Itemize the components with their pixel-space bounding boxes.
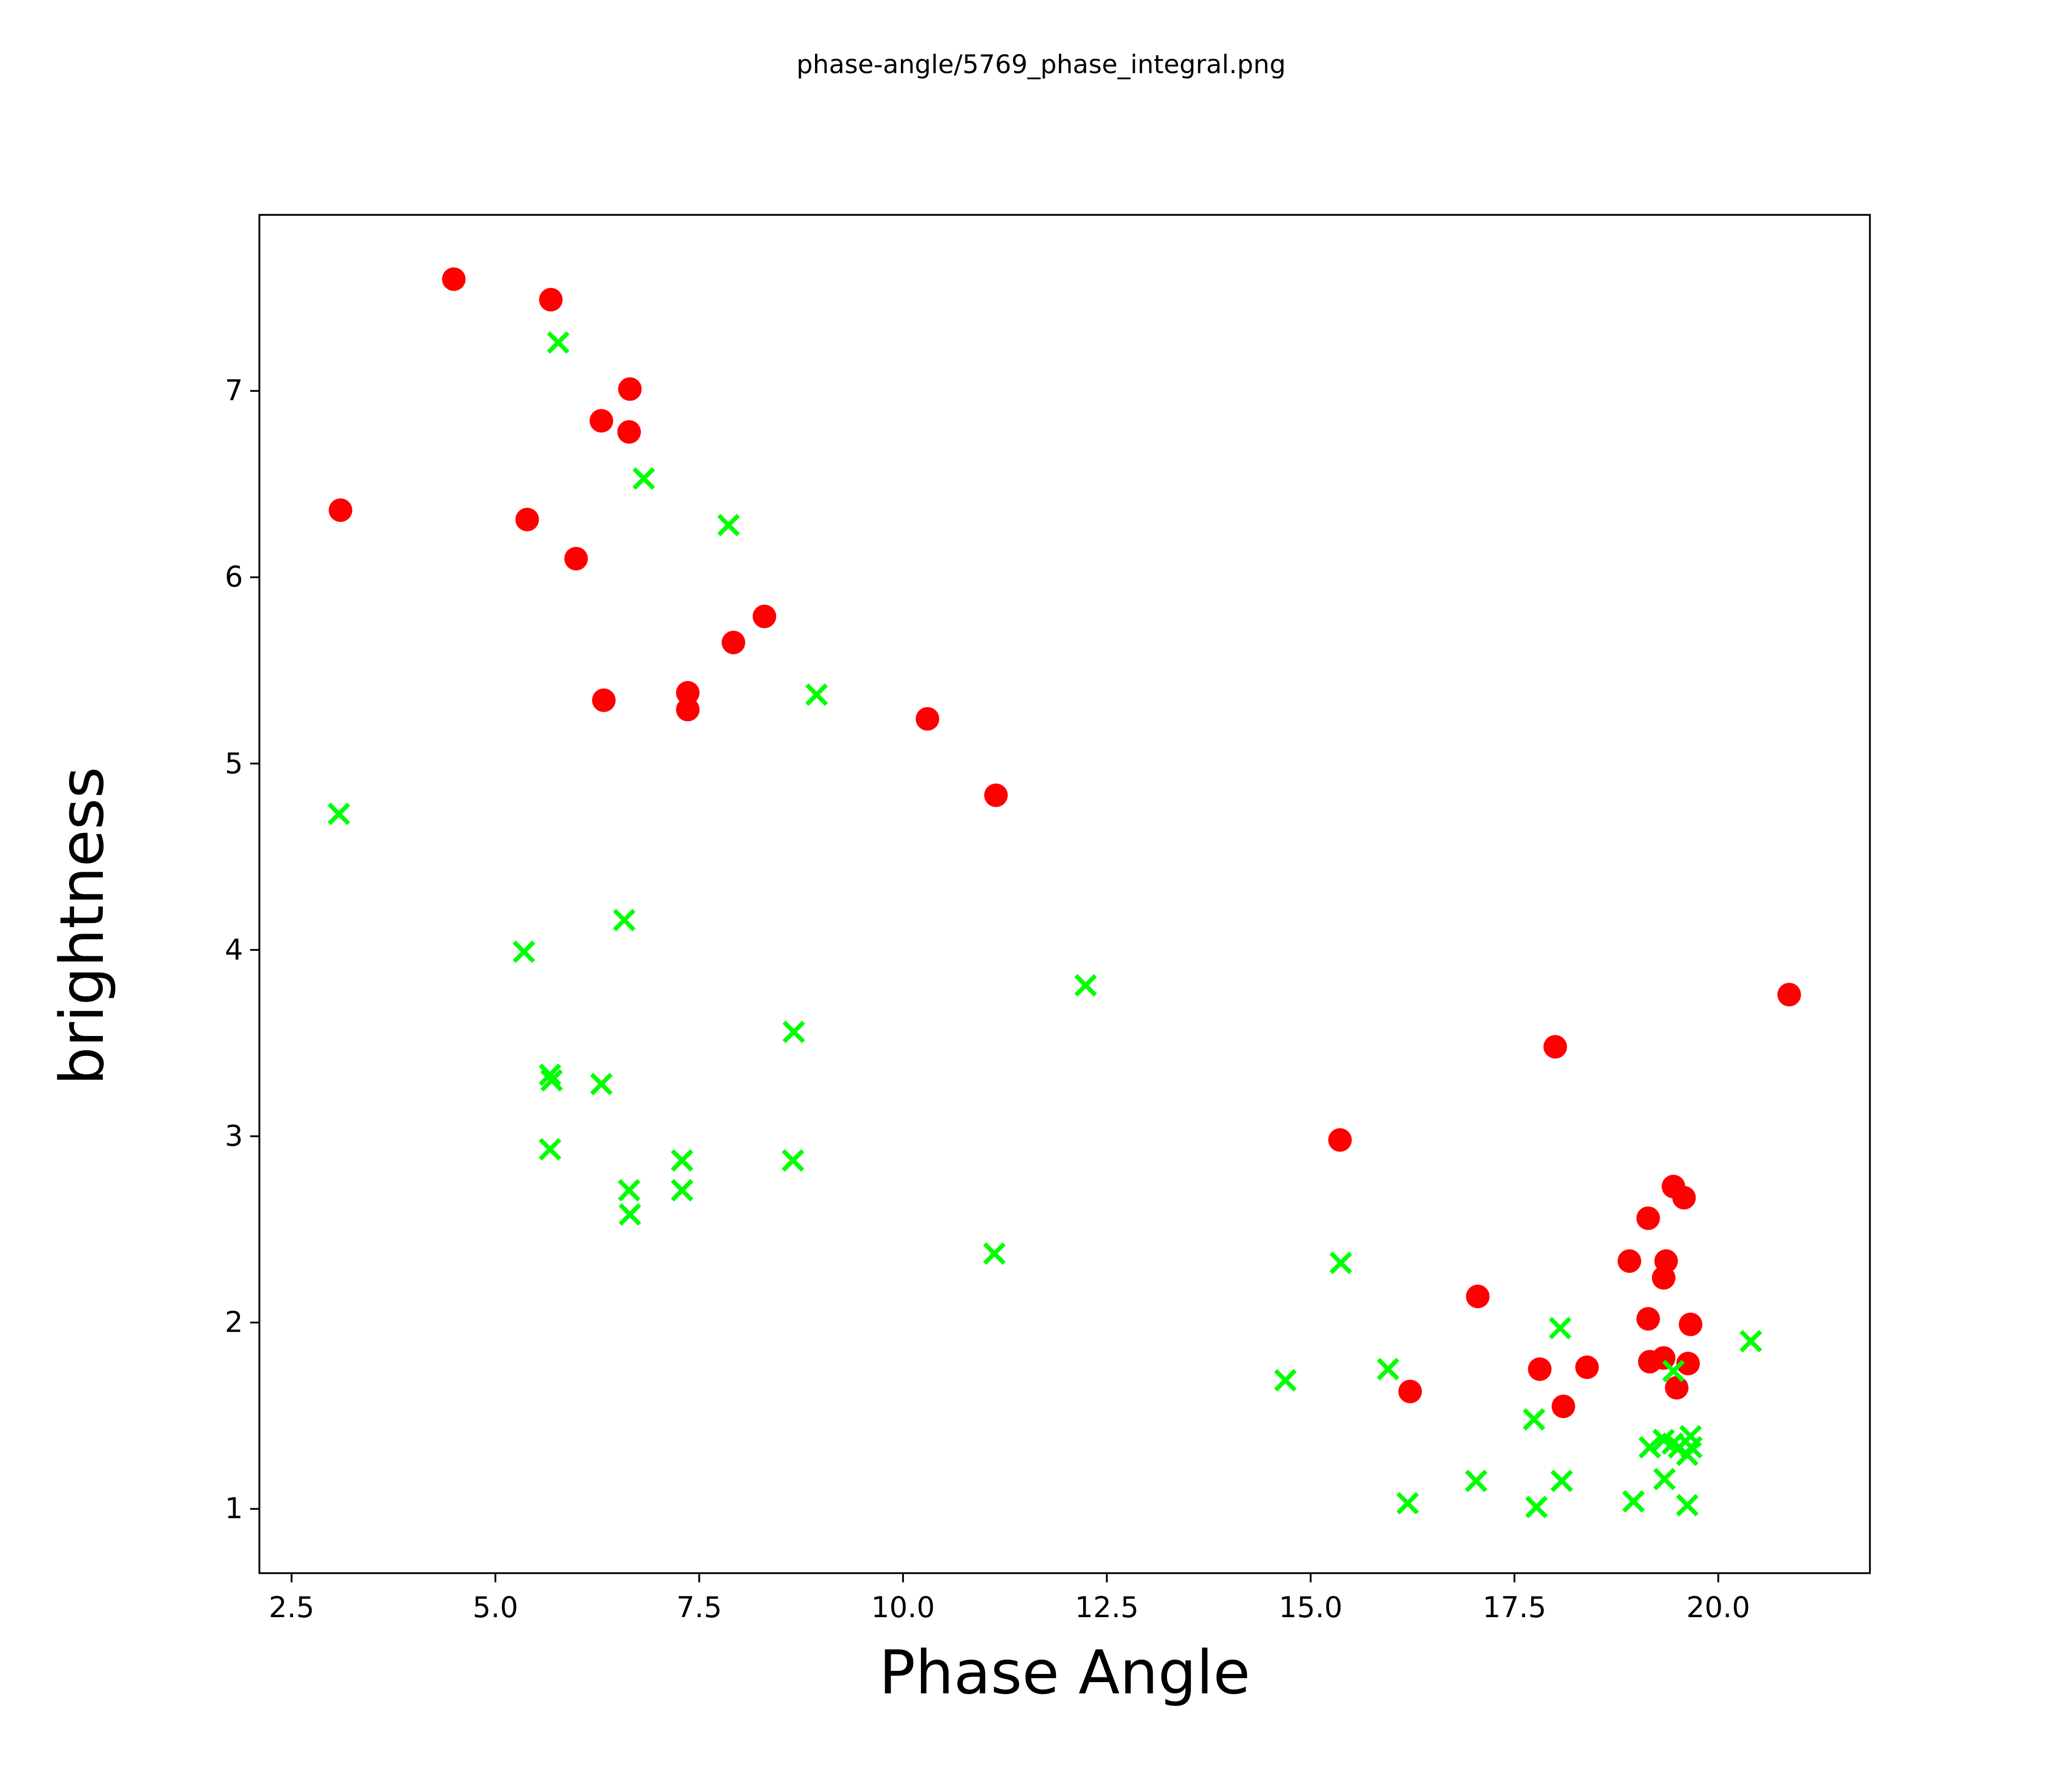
red-circle-marker xyxy=(1636,1206,1660,1230)
green-x-marker xyxy=(782,1021,805,1044)
plot-area-border xyxy=(258,214,1871,1574)
y-tick-label: 7 xyxy=(225,374,243,408)
x-tick-label: 2.5 xyxy=(269,1591,315,1624)
green-x-marker xyxy=(1550,1469,1573,1492)
red-circle-marker xyxy=(618,377,642,401)
red-circle-marker xyxy=(676,697,700,721)
red-circle-marker xyxy=(1551,1395,1575,1419)
green-x-marker xyxy=(1523,1408,1546,1431)
green-x-marker xyxy=(539,1063,562,1086)
green-x-marker xyxy=(805,683,828,706)
x-tick-label: 7.5 xyxy=(676,1591,722,1624)
x-tick-label: 12.5 xyxy=(1075,1591,1139,1624)
green-x-marker xyxy=(781,1149,804,1172)
green-x-marker xyxy=(1653,1468,1676,1491)
chart-title: phase-angle/5769_phase_integral.png xyxy=(796,50,1286,79)
red-circle-marker xyxy=(1398,1379,1422,1403)
green-x-marker xyxy=(1549,1317,1572,1340)
y-tick-label: 3 xyxy=(225,1119,243,1153)
green-x-marker xyxy=(619,1203,642,1226)
green-x-marker xyxy=(632,467,655,490)
red-circle-marker xyxy=(1543,1035,1567,1059)
red-circle-marker xyxy=(915,707,939,731)
red-circle-marker xyxy=(328,498,352,522)
y-tick-label: 4 xyxy=(225,933,243,967)
red-circle-marker xyxy=(564,546,588,570)
red-circle-marker xyxy=(1575,1355,1599,1379)
red-circle-marker xyxy=(753,604,777,628)
green-x-marker xyxy=(618,1179,641,1202)
y-axis-label: brightness xyxy=(47,766,117,1086)
green-x-marker xyxy=(1274,1369,1297,1392)
red-circle-marker xyxy=(1777,983,1801,1007)
red-circle-marker xyxy=(515,508,539,532)
red-circle-marker xyxy=(1651,1266,1676,1290)
red-circle-marker xyxy=(1651,1346,1676,1370)
red-circle-marker xyxy=(984,783,1008,807)
green-x-marker xyxy=(539,1138,562,1161)
green-x-marker xyxy=(590,1072,613,1095)
green-x-marker xyxy=(671,1149,694,1172)
green-x-marker xyxy=(1638,1436,1661,1459)
red-circle-marker xyxy=(1672,1186,1696,1210)
green-x-marker xyxy=(1622,1490,1645,1513)
green-x-marker xyxy=(513,940,536,963)
red-circle-marker xyxy=(617,420,641,444)
green-x-marker xyxy=(1074,974,1097,997)
red-circle-marker xyxy=(1665,1376,1689,1400)
green-x-marker xyxy=(1525,1495,1548,1518)
green-x-marker xyxy=(613,909,636,932)
x-tick-label: 17.5 xyxy=(1482,1591,1547,1624)
red-circle-marker xyxy=(1328,1128,1352,1152)
x-tick-label: 10.0 xyxy=(871,1591,935,1624)
green-x-marker xyxy=(1329,1251,1352,1274)
green-x-marker xyxy=(1662,1359,1685,1382)
red-circle-marker xyxy=(676,681,700,705)
green-x-marker xyxy=(717,514,740,537)
green-x-marker xyxy=(1377,1358,1400,1381)
x-tick-label: 20.0 xyxy=(1686,1591,1750,1624)
green-x-marker xyxy=(1465,1469,1488,1492)
red-circle-marker xyxy=(1676,1352,1700,1376)
red-circle-marker xyxy=(589,409,613,433)
green-x-marker xyxy=(547,331,570,354)
red-circle-marker xyxy=(1528,1357,1552,1381)
green-x-marker xyxy=(671,1179,694,1202)
green-x-marker xyxy=(1739,1330,1762,1353)
red-circle-marker xyxy=(1617,1249,1641,1273)
green-x-marker xyxy=(1676,1494,1699,1517)
red-circle-marker xyxy=(592,688,616,712)
green-x-marker xyxy=(983,1242,1006,1265)
y-tick-label: 5 xyxy=(225,747,243,781)
y-tick-label: 1 xyxy=(225,1492,243,1526)
red-circle-marker xyxy=(1466,1285,1490,1309)
red-circle-marker xyxy=(1679,1312,1703,1336)
red-circle-marker xyxy=(442,267,466,291)
red-circle-marker xyxy=(1636,1307,1660,1331)
green-x-marker xyxy=(540,1069,563,1092)
x-tick-label: 5.0 xyxy=(472,1591,518,1624)
red-circle-marker xyxy=(721,630,745,654)
green-x-marker xyxy=(327,802,350,825)
x-axis-label: Phase Angle xyxy=(879,1637,1250,1708)
green-x-marker xyxy=(1396,1492,1419,1515)
x-tick-label: 15.0 xyxy=(1279,1591,1343,1624)
y-tick-label: 6 xyxy=(225,560,243,594)
red-circle-marker xyxy=(539,288,563,312)
green-x-marker xyxy=(1680,1436,1703,1459)
y-tick-label: 2 xyxy=(225,1306,243,1339)
